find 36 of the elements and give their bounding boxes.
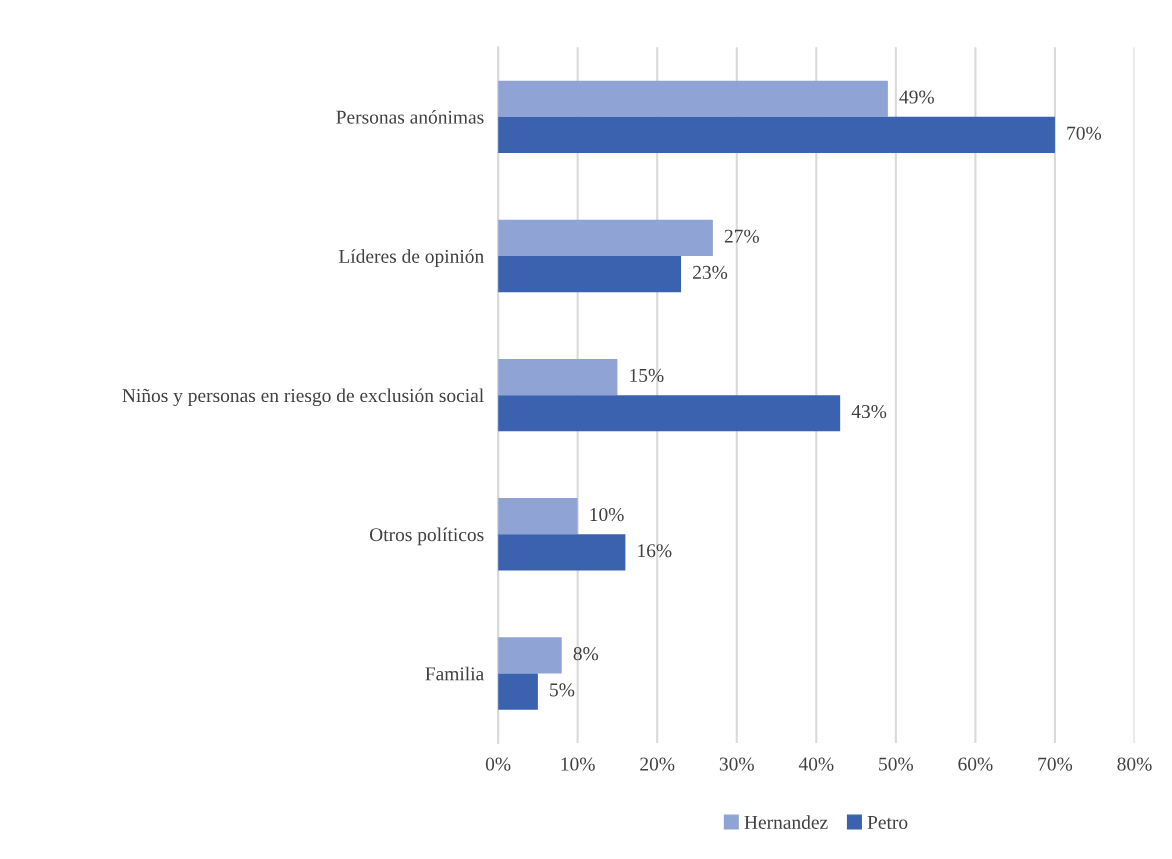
x-tick-label: 0% <box>485 757 511 771</box>
y-tick-label: Niños y personas en riesgo de exclusión social <box>122 388 484 407</box>
data-label: 16% <box>638 544 672 558</box>
y-tick-label: Líderes de opinión <box>338 249 484 267</box>
bar <box>498 637 562 674</box>
y-tick-label: Otros políticos <box>369 527 484 546</box>
x-tick-label: 80% <box>1117 757 1152 771</box>
bar <box>498 80 888 117</box>
bar <box>498 219 713 256</box>
data-label: 5% <box>550 683 575 697</box>
data-label: 10% <box>590 507 624 522</box>
data-label: 70% <box>1067 126 1102 140</box>
y-tick-label: Familia <box>425 666 484 681</box>
x-tick-label: 20% <box>640 757 675 771</box>
x-tick-label: 30% <box>719 757 754 771</box>
bar <box>498 358 618 396</box>
data-label: 23% <box>693 265 728 279</box>
x-tick-label: 10% <box>561 757 595 771</box>
data-label: 49% <box>899 90 934 104</box>
x-tick-label: 60% <box>958 757 993 771</box>
legend-label: Petro <box>867 816 908 829</box>
y-tick-label: Personas anónimas <box>336 110 484 124</box>
bar <box>498 255 682 293</box>
bar <box>498 498 578 535</box>
bar <box>498 116 1055 154</box>
data-label: 8% <box>573 647 599 661</box>
data-label: 43% <box>851 404 887 419</box>
x-tick-label: 50% <box>879 757 914 771</box>
x-tick-label: 70% <box>1038 757 1073 771</box>
bar <box>498 395 841 432</box>
data-label: 15% <box>630 368 664 382</box>
x-tick-label: 40% <box>798 757 834 771</box>
legend-label: Hernandez <box>744 815 828 829</box>
bar <box>498 673 538 710</box>
bar <box>498 534 626 571</box>
data-label: 27% <box>724 229 759 243</box>
